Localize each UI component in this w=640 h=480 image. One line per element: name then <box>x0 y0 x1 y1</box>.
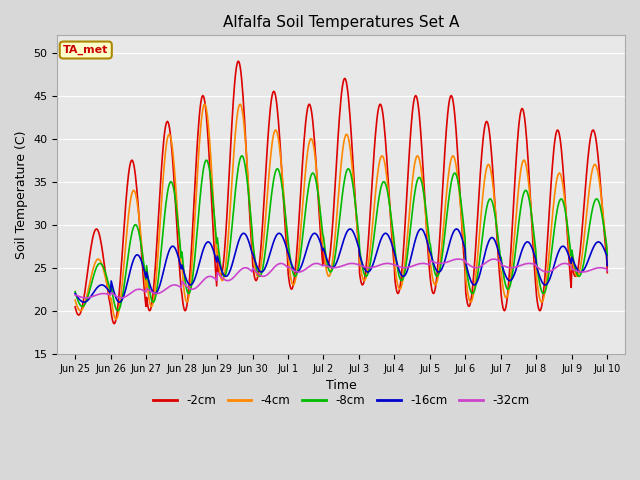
-32cm <box>426 258 434 264</box>
-32cm <box>71 292 79 298</box>
-2cm <box>280 193 287 199</box>
-8cm <box>232 182 240 188</box>
-4cm <box>259 243 267 249</box>
-16cm <box>232 247 240 252</box>
Line: -4cm: -4cm <box>75 104 607 319</box>
-2cm <box>134 204 142 210</box>
-4cm <box>397 284 405 290</box>
-32cm <box>604 268 611 274</box>
-4cm <box>134 208 142 214</box>
-8cm <box>114 308 122 313</box>
X-axis label: Time: Time <box>326 379 356 392</box>
-8cm <box>71 288 79 294</box>
-16cm <box>279 234 287 240</box>
-2cm <box>259 213 267 218</box>
-16cm <box>346 226 354 232</box>
Line: -2cm: -2cm <box>75 61 607 324</box>
-32cm <box>134 287 142 292</box>
-2cm <box>71 304 79 310</box>
-4cm <box>280 185 287 191</box>
-8cm <box>428 247 435 253</box>
-4cm <box>112 316 120 322</box>
-8cm <box>397 277 405 283</box>
-32cm <box>454 256 462 262</box>
Line: -32cm: -32cm <box>75 259 607 298</box>
-16cm <box>397 272 405 277</box>
-2cm <box>234 58 242 64</box>
Y-axis label: Soil Temperature (C): Soil Temperature (C) <box>15 130 28 259</box>
-2cm <box>397 275 405 280</box>
Line: -16cm: -16cm <box>75 229 607 302</box>
-8cm <box>259 263 267 269</box>
-32cm <box>279 261 287 266</box>
-8cm <box>280 193 287 199</box>
-32cm <box>232 272 240 277</box>
-2cm <box>232 67 240 72</box>
-4cm <box>71 297 79 303</box>
-4cm <box>236 101 244 107</box>
-4cm <box>232 122 240 128</box>
-2cm <box>604 270 611 276</box>
-16cm <box>134 252 142 258</box>
-32cm <box>259 274 266 279</box>
-32cm <box>82 295 90 300</box>
-4cm <box>604 257 611 263</box>
-8cm <box>134 227 142 233</box>
-8cm <box>604 252 611 258</box>
-16cm <box>604 263 611 268</box>
Legend: -2cm, -4cm, -8cm, -16cm, -32cm: -2cm, -4cm, -8cm, -16cm, -32cm <box>148 389 534 411</box>
-2cm <box>110 321 118 326</box>
-2cm <box>428 282 435 288</box>
Title: Alfalfa Soil Temperatures Set A: Alfalfa Soil Temperatures Set A <box>223 15 460 30</box>
-4cm <box>428 265 435 271</box>
Line: -8cm: -8cm <box>75 156 607 311</box>
-16cm <box>428 252 435 258</box>
-16cm <box>116 299 124 305</box>
-32cm <box>397 264 404 270</box>
-16cm <box>71 291 79 297</box>
-8cm <box>238 153 246 159</box>
-16cm <box>259 269 266 275</box>
Text: TA_met: TA_met <box>63 45 108 55</box>
